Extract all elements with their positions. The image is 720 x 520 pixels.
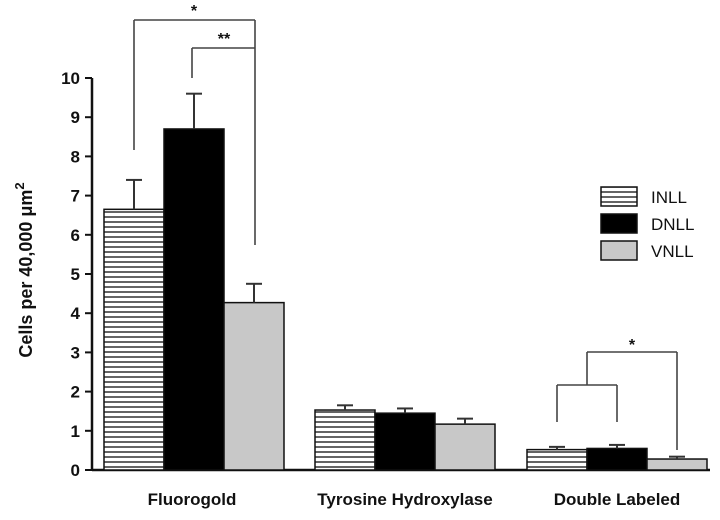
x-category-label: Tyrosine Hydroxylase [317, 490, 492, 509]
y-tick-label: 4 [71, 304, 81, 323]
bar-inll-2 [526, 448, 588, 471]
error-bars-group [126, 92, 685, 460]
legend-label-dnll: DNLL [651, 215, 694, 234]
bar-dnll-1 [374, 412, 436, 471]
legend-label-vnll: VNLL [651, 242, 694, 261]
bar-dnll-0 [163, 128, 225, 471]
bar-dnll-2 [586, 447, 648, 471]
x-category-label: Fluorogold [148, 490, 237, 509]
y-tick-label: 9 [71, 108, 80, 127]
y-tick-label: 10 [61, 69, 80, 88]
legend-swatch-vnll [600, 240, 638, 261]
y-tick-label: 0 [71, 461, 80, 480]
y-tick-label: 6 [71, 226, 80, 245]
legend-swatch-dnll [600, 213, 638, 234]
significance-group: **** [133, 3, 678, 450]
y-tick-label: 3 [71, 343, 80, 362]
y-tick-label: 7 [71, 187, 80, 206]
bar-inll-0 [103, 208, 165, 471]
bar-inll-1 [314, 409, 376, 471]
legend-label-inll: INLL [651, 188, 687, 207]
y-axis-label-superscript: 2 [12, 182, 27, 189]
x-category-labels: Fluorogold Tyrosine Hydroxylase Double Lab… [148, 490, 681, 509]
significance-label: * [629, 337, 636, 354]
bar-vnll-1 [434, 423, 496, 471]
y-tick-label: 8 [71, 147, 80, 166]
bars-group [103, 128, 708, 471]
bar-vnll-2 [646, 458, 708, 471]
y-tick-label: 1 [71, 422, 80, 441]
significance-label: ** [218, 31, 231, 48]
legend-swatch-inll [600, 186, 638, 207]
bar-vnll-0 [223, 301, 285, 471]
y-axis-label-text: Cells per 40,000 μm [16, 190, 36, 358]
x-category-label: Double Labeled [554, 490, 681, 509]
significance-label: * [191, 3, 198, 20]
legend: INLL DNLL VNLL [600, 186, 694, 261]
y-axis-label: Cells per 40,000 μm2 [12, 182, 36, 357]
y-tick-label: 5 [71, 265, 80, 284]
y-tick-label: 2 [71, 383, 80, 402]
